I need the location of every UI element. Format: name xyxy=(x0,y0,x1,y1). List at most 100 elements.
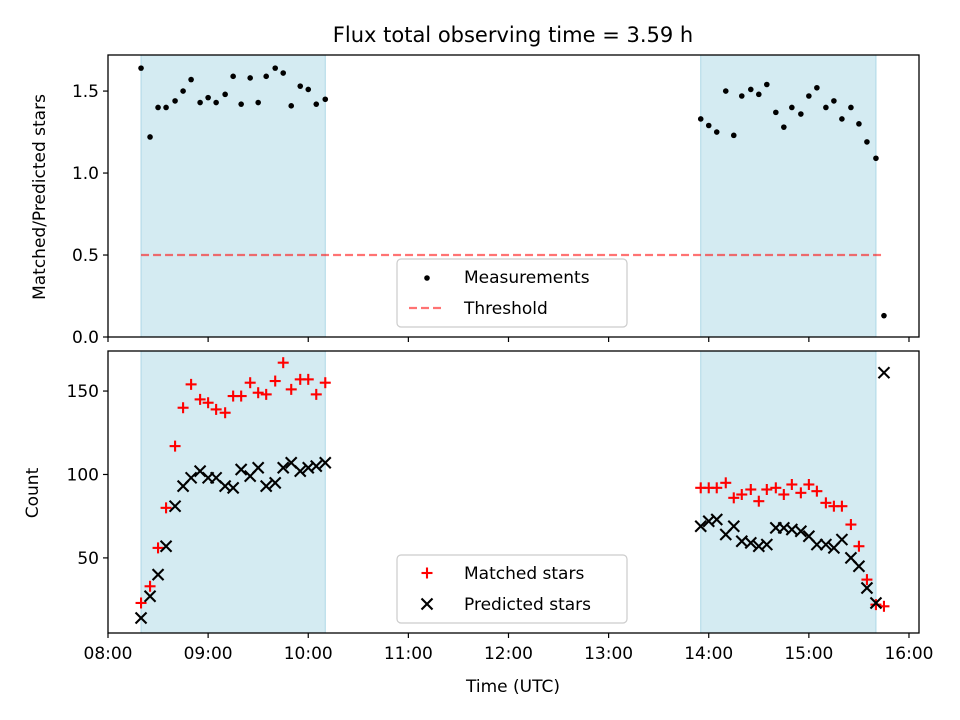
matched-star-point xyxy=(319,377,331,389)
measurement-point xyxy=(738,93,745,99)
x-stroke xyxy=(168,499,182,513)
measurement-point xyxy=(297,83,304,89)
measurement-point xyxy=(238,101,244,107)
measurement-point xyxy=(881,312,887,319)
matched-star-point xyxy=(861,574,873,586)
bottom-x-tick-label: 10:00 xyxy=(284,644,333,664)
measurement-point xyxy=(730,132,737,139)
measurement-point xyxy=(798,111,804,117)
x-stroke xyxy=(268,476,282,490)
measurement-point xyxy=(163,104,169,111)
x-stroke xyxy=(810,538,824,551)
measurement-point xyxy=(155,104,161,111)
bottom-x-tick-label: 16:00 xyxy=(884,644,933,664)
matched-star-point xyxy=(770,482,782,494)
bottom-x-tick-label: 08:00 xyxy=(84,644,133,664)
predicted-star-point xyxy=(810,538,824,551)
measurement-point xyxy=(222,91,228,98)
matched-star-point xyxy=(194,393,206,405)
bottom-legend: Matched stars Predicted stars xyxy=(396,554,628,624)
legend-box xyxy=(396,554,628,624)
top-y-tick-label: 0.0 xyxy=(72,328,99,348)
bottom-x-tick-label: 15:00 xyxy=(784,644,833,664)
matched-star-point xyxy=(144,580,156,592)
measurement-point xyxy=(773,109,779,116)
x-stroke xyxy=(794,524,808,538)
measurement-point xyxy=(213,99,219,106)
predicted-star-point xyxy=(168,499,182,513)
predicted-star-point xyxy=(835,533,849,546)
x-stroke xyxy=(802,529,816,543)
measurement-point xyxy=(873,155,879,162)
bottom-x-tick-label: 12:00 xyxy=(484,644,533,664)
matched-star-point xyxy=(235,390,247,402)
matched-star-point xyxy=(753,495,765,507)
top-series-measurements xyxy=(138,65,887,319)
bottom-series-predicted-stars xyxy=(134,366,891,625)
x-stroke xyxy=(877,366,891,379)
matched-star-point xyxy=(745,483,757,495)
x-stroke xyxy=(852,560,866,573)
top-y-tick-label: 1.5 xyxy=(72,82,99,102)
measurement-point xyxy=(839,116,845,122)
x-stroke xyxy=(760,538,774,551)
matched-star-point xyxy=(853,540,865,552)
legend-label: Matched stars xyxy=(464,564,584,584)
predicted-star-point xyxy=(134,611,148,625)
legend-measurement-marker xyxy=(424,275,430,281)
matched-star-point xyxy=(169,440,181,452)
top-axes-frame xyxy=(107,54,920,338)
x-stroke xyxy=(869,596,883,610)
legend-predicted-marker xyxy=(420,597,434,611)
predicted-star-point xyxy=(860,581,874,595)
matched-star-point xyxy=(870,599,882,611)
measurement-point xyxy=(205,94,211,101)
measurement-point xyxy=(188,76,194,83)
bottom-x-tick-label: 13:00 xyxy=(584,644,633,664)
matched-star-point xyxy=(244,377,256,389)
bottom-y-axis-label: Count xyxy=(23,467,43,518)
matched-star-point xyxy=(285,383,297,395)
x-stroke xyxy=(251,461,265,475)
matched-star-point xyxy=(761,483,773,495)
measurement-point xyxy=(322,96,329,103)
measurement-point xyxy=(180,88,186,94)
x-stroke xyxy=(420,597,434,611)
measurement-point xyxy=(781,124,787,130)
matched-star-point xyxy=(736,489,748,501)
top-y-tick-label: 0.5 xyxy=(72,246,99,266)
predicted-star-point xyxy=(143,590,157,603)
bottom-x-tick-label: 11:00 xyxy=(384,644,433,664)
x-stroke xyxy=(284,456,298,470)
measurement-point xyxy=(288,103,295,109)
bottom-axes-frame xyxy=(107,350,920,634)
bottom-observing-band-2 xyxy=(700,350,877,634)
chart-title: Flux total observing time = 3.59 h xyxy=(333,23,693,47)
x-stroke xyxy=(860,581,874,595)
x-stroke xyxy=(702,514,715,528)
predicted-star-point xyxy=(293,464,307,478)
x-stroke xyxy=(819,538,833,551)
measurement-point xyxy=(831,98,837,104)
matched-star-point xyxy=(720,477,732,489)
bottom-y-tick-label: 50 xyxy=(77,549,99,569)
measurement-point xyxy=(172,98,178,104)
x-stroke xyxy=(835,533,849,546)
predicted-star-point xyxy=(727,519,741,533)
x-stroke xyxy=(319,456,332,470)
x-stroke xyxy=(310,459,323,473)
measurement-point xyxy=(313,101,320,107)
measurement-point xyxy=(848,104,854,111)
x-stroke xyxy=(744,536,758,550)
measurement-point xyxy=(255,99,261,106)
measurement-point xyxy=(864,139,870,145)
predicted-star-point xyxy=(184,471,198,485)
measurement-point xyxy=(197,99,203,106)
measurement-point xyxy=(138,65,144,71)
predicted-star-point xyxy=(234,463,248,476)
bottom-y-tick-label: 150 xyxy=(67,382,99,402)
measurement-point xyxy=(247,75,253,81)
bottom-series-matched-stars xyxy=(135,357,890,612)
matched-star-point xyxy=(711,482,723,494)
legend-box xyxy=(396,258,628,328)
